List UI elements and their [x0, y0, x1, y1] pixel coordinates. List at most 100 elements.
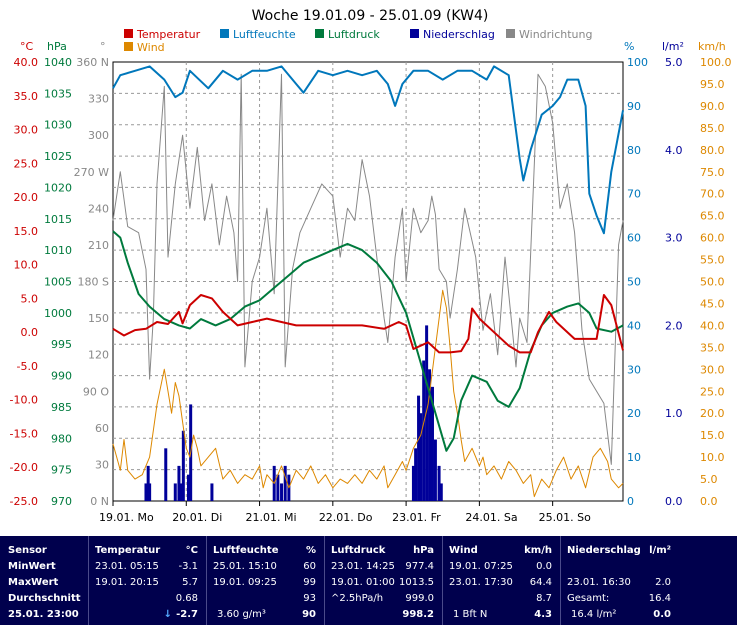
rain-bar: [181, 430, 185, 501]
series-line-wind: [112, 289, 624, 498]
tick-label-rain: 2.0: [665, 319, 683, 332]
rain-max-value: 2.0: [655, 577, 671, 588]
rain-bar: [419, 413, 423, 501]
unit-label-humidity: %: [624, 40, 634, 53]
tick-label-pressure: 1015: [44, 213, 72, 226]
rain-bar: [148, 483, 152, 501]
tick-label-pressure: 995: [51, 338, 72, 351]
hum-min-time: 25.01. 15:10: [213, 561, 277, 572]
legend-swatch: [124, 42, 133, 51]
header-wind-unit: km/h: [524, 545, 552, 556]
header-pressure: Luftdruck: [331, 545, 386, 556]
tick-label-wind: 70.0: [700, 188, 725, 201]
rain-bar: [283, 465, 287, 501]
x-tick-label: 25.01. So: [539, 511, 591, 524]
wind-average: 8.7: [536, 593, 552, 604]
tick-label-wind: 5.0: [700, 473, 718, 486]
tick-label-pressure: 1040: [44, 56, 72, 69]
tick-label-winddir: 90 O: [83, 385, 109, 398]
tick-label-temp: 15.0: [14, 225, 39, 238]
tick-label-pressure: 1000: [44, 307, 72, 320]
tick-label-wind: 25.0: [700, 385, 725, 398]
legend-label: Temperatur: [136, 28, 201, 41]
row-label-avg: Durchschnitt: [8, 593, 81, 604]
tick-label-winddir: 150: [88, 312, 109, 325]
tick-label-humidity: 40: [627, 319, 641, 332]
tick-label-humidity: 30: [627, 363, 641, 376]
rain-bar: [437, 465, 441, 501]
tick-label-humidity: 10: [627, 451, 641, 464]
rain-bars: [144, 325, 443, 501]
tick-label-wind: 75.0: [700, 166, 725, 179]
hum-current: 90: [302, 609, 316, 620]
tick-label-temp: 10.0: [14, 259, 39, 272]
press-trend-label: ^2.5hPa/h: [331, 593, 384, 604]
axis-unit-labels: °C hPa °% l/m² km/h: [20, 40, 726, 53]
unit-label-temp: °C: [20, 40, 34, 53]
tick-label-wind: 50.0: [700, 276, 725, 289]
tick-label-humidity: 20: [627, 407, 641, 420]
tick-label-winddir: 360 N: [76, 56, 109, 69]
rain-bar: [433, 439, 437, 501]
rain-bar: [276, 474, 280, 501]
tick-label-winddir: 30: [95, 458, 109, 471]
tick-label-pressure: 1030: [44, 119, 72, 132]
tick-label-winddir: 120: [88, 349, 109, 362]
unit-label-rain: l/m²: [662, 40, 684, 53]
tick-label-wind: 90.0: [700, 100, 725, 113]
tick-label-humidity: 0: [627, 495, 634, 508]
tick-label-temp: 5.0: [21, 292, 39, 305]
tick-label-wind: 45.0: [700, 297, 725, 310]
rain-bar: [173, 483, 177, 501]
x-tick-label: 19.01. Mo: [99, 511, 154, 524]
rain-bar: [411, 465, 415, 501]
weather-chart: Woche 19.01.09 - 25.01.09 (KW4) Temperat…: [10, 8, 732, 524]
rain-bar: [164, 448, 168, 501]
tick-label-winddir: 60: [95, 422, 109, 435]
legend-swatch: [506, 29, 515, 38]
rain-bar: [210, 483, 214, 501]
header-temperature-unit: °C: [185, 545, 198, 556]
rain-total-label: Gesamt:: [567, 593, 610, 604]
legend-swatch: [220, 29, 229, 38]
temp-current: -2.7: [176, 609, 198, 620]
tick-label-winddir: 300: [88, 129, 109, 142]
rain-bar: [422, 360, 426, 501]
rain-bar: [177, 465, 181, 501]
hum-max-value: 99: [303, 577, 316, 588]
row-label-now: 25.01. 23:00: [8, 609, 79, 620]
press-min-value: 977.4: [405, 561, 434, 572]
temp-max-value: 5.7: [182, 577, 198, 588]
row-label-max: MaxWert: [8, 577, 59, 588]
rain-bar: [179, 483, 183, 501]
tick-label-pressure: 970: [51, 495, 72, 508]
tick-label-rain: 3.0: [665, 232, 683, 245]
legend-label: Luftfeuchte: [233, 28, 296, 41]
tick-label-wind: 40.0: [700, 319, 725, 332]
tick-label-wind: 20.0: [700, 407, 725, 420]
tick-label-temp: 0.0: [21, 326, 39, 339]
hum-average: 93: [303, 593, 316, 604]
series-line-temperatur: [112, 294, 624, 354]
rain-bar: [186, 474, 190, 501]
hum-absolute: 3.60 g/m³: [217, 609, 266, 620]
row-label-min: MinWert: [8, 561, 56, 572]
tick-label-wind: 80.0: [700, 144, 725, 157]
tick-label-pressure: 1010: [44, 244, 72, 257]
rain-bar: [414, 448, 418, 501]
legend-label: Windrichtung: [519, 28, 592, 41]
rain-max-time: 23.01. 16:30: [567, 577, 631, 588]
rain-current: 0.0: [653, 609, 671, 620]
chart-title: Woche 19.01.09 - 25.01.09 (KW4): [252, 8, 489, 24]
press-min-time: 23.01. 14:25: [331, 561, 395, 572]
series-lines: [112, 65, 624, 498]
tick-label-wind: 30.0: [700, 363, 725, 376]
tick-label-pressure: 1005: [44, 276, 72, 289]
tick-label-wind: 100.0: [700, 56, 732, 69]
tick-label-winddir: 0 N: [90, 495, 109, 508]
wind-max-time: 23.01. 17:30: [449, 577, 513, 588]
legend-swatch: [315, 29, 324, 38]
tick-label-wind: 95.0: [700, 78, 725, 91]
tick-label-wind: 65.0: [700, 210, 725, 223]
wind-current: 4.3: [534, 609, 552, 620]
